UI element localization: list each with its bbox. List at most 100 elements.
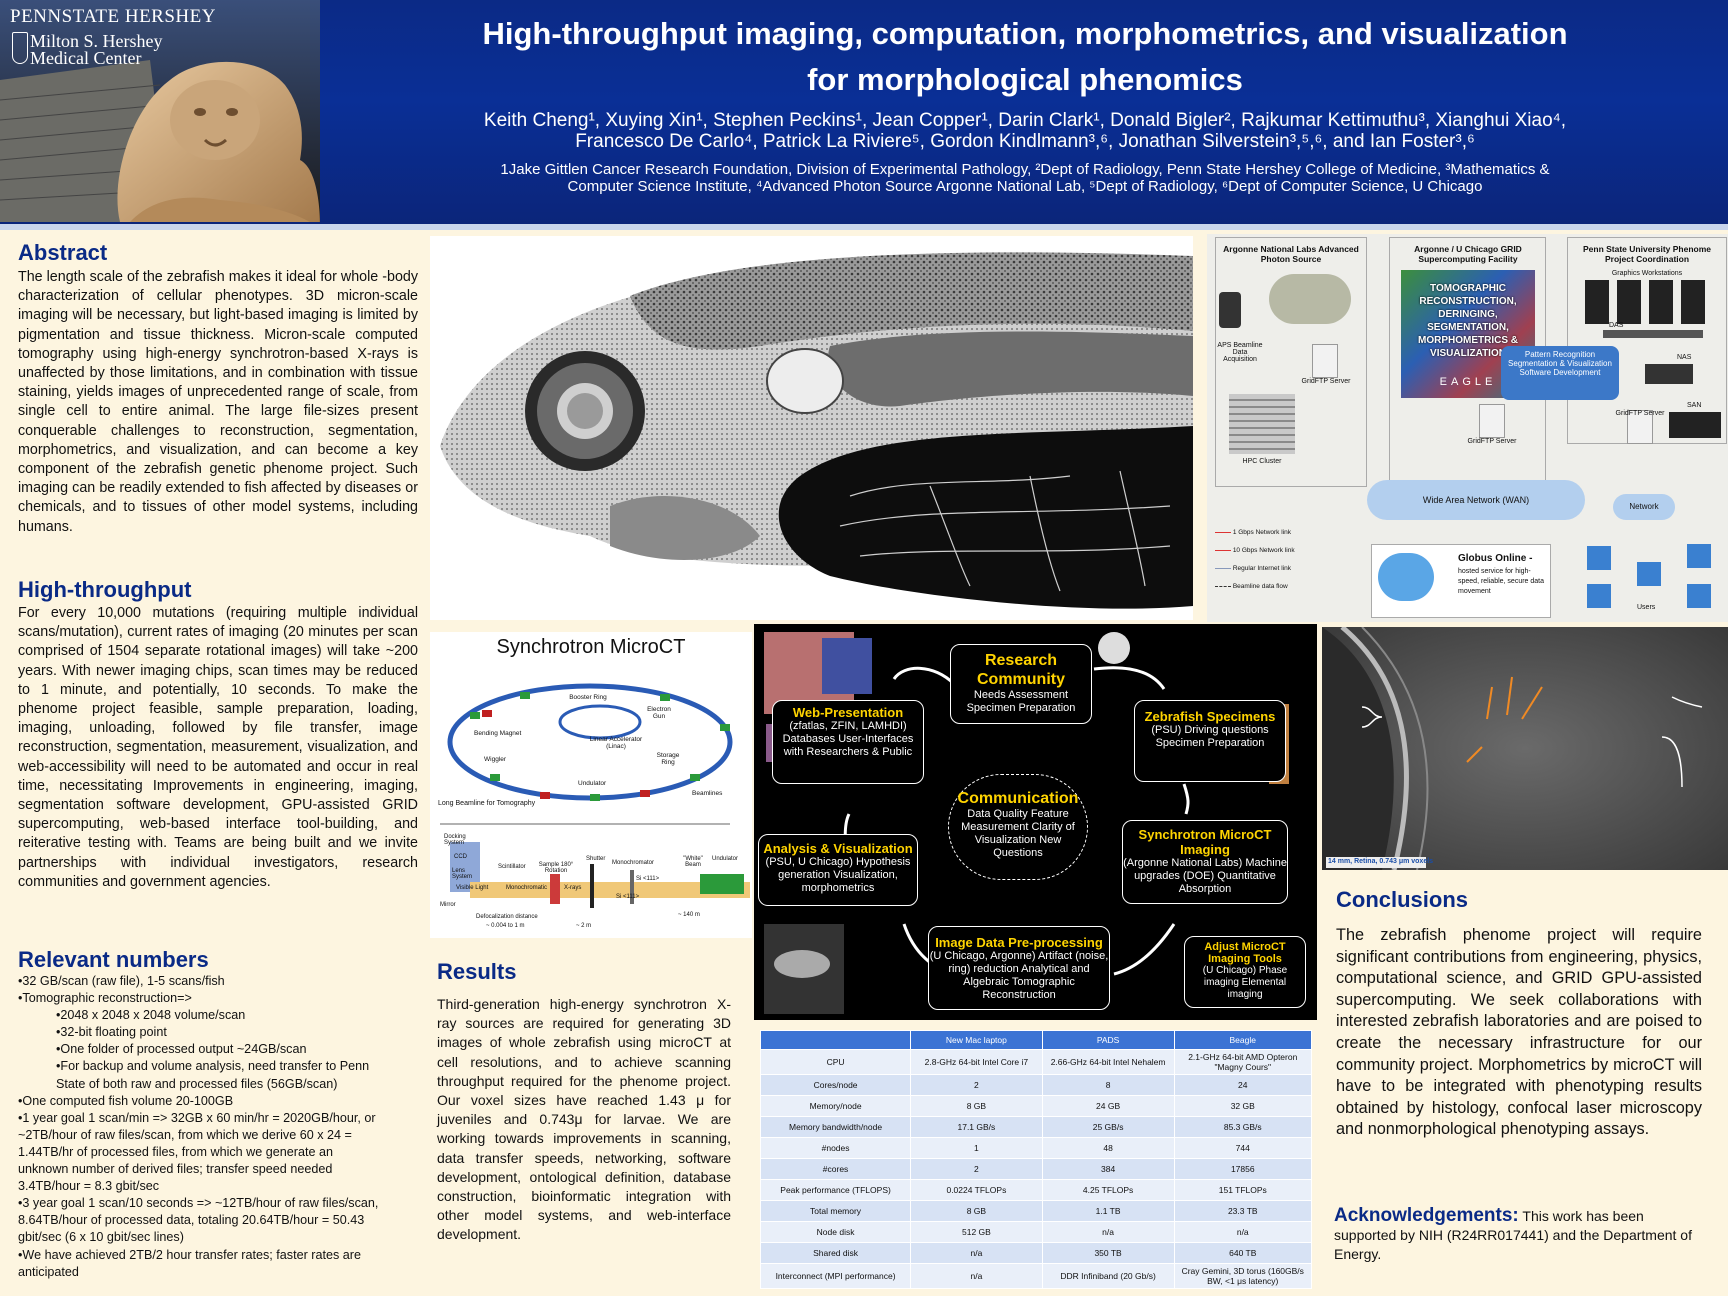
hpc-label: HPC Cluster (1242, 458, 1282, 465)
globus-title: Globus Online - (1458, 553, 1533, 564)
table-cell: Memory/node (759, 1095, 912, 1117)
table-cell: 23.3 TB (1173, 1200, 1313, 1222)
affiliations-line1: 1Jake Gittlen Cancer Research Foundation… (500, 161, 1550, 178)
tomographic-label: TOMOGRAPHIC RECONSTRUCTION, DERINGING, S… (1418, 283, 1518, 359)
authors-line2: Francesco De Carlo⁴, Patrick La Riviere⁵… (575, 131, 1475, 152)
si111-label-2: Si <111> (616, 894, 640, 900)
list-item: •32-bit floating point (56, 1025, 167, 1040)
legend-10gbps: 10 Gbps Network link (1215, 542, 1295, 560)
table-row: Memory/node 8 GB 24 GB 32 GB (759, 1095, 1313, 1117)
table-cell: 350 TB (1041, 1242, 1175, 1264)
table-cell: 744 (1173, 1137, 1313, 1159)
storage-ring-label: Storage Ring (656, 752, 680, 766)
list-item: •1 year goal 1 scan/min => 32GB x 60 min… (18, 1110, 376, 1125)
retina-drawing (1322, 627, 1728, 870)
users-label: Users (1637, 604, 1656, 611)
bending-magnet-label: Bending Magnet (474, 730, 522, 737)
long-beamline-label: Long Beamline for Tomography (438, 800, 536, 807)
table-cell: 8 GB (910, 1200, 1043, 1222)
conclusions-heading: Conclusions (1336, 887, 1469, 912)
synchrotron-ring-drawing (440, 683, 750, 908)
table-cell: 2.66-GHz 64-bit Intel Nehalem (1041, 1049, 1175, 1075)
list-item: •One computed fish volume 20-100GB (18, 1093, 234, 1108)
acknowledgements-text: This work has been supported by NIH (R24… (1334, 1208, 1692, 1262)
das-label: DAS (1609, 322, 1624, 329)
table-cell: 512 GB (910, 1221, 1043, 1243)
table-cell: 1.1 TB (1041, 1200, 1175, 1222)
eagle-label: EAGLE (1439, 376, 1497, 388)
nas-icon (1645, 364, 1693, 384)
white-beam-label: "White" Beam (683, 856, 703, 868)
relevant-numbers-list: •32 GB/scan (raw file), 1-5 scans/fish •… (18, 973, 428, 1281)
table-cell: 1 (910, 1137, 1043, 1159)
user-icon (1587, 584, 1611, 608)
header-divider (0, 224, 1728, 230)
authors-line1: Keith Cheng¹, Xuying Xin¹, Stephen Pecki… (483, 110, 1567, 131)
web-presentation-box: Web-Presentation (zfatlas, ZFIN, LAMHDI)… (772, 700, 924, 784)
globus-text: hosted service for high-speed, reliable,… (1458, 568, 1544, 595)
list-item: •2048 x 2048 x 2048 volume/scan (56, 1008, 246, 1023)
table-cell: 85.3 GB/s (1173, 1116, 1313, 1138)
table-cell: Peak performance (TFLOPS) (759, 1179, 912, 1201)
undulator-label: Undulator (578, 780, 607, 787)
legend-1gbps: 1 Gbps Network link (1215, 524, 1295, 542)
table-cell: #cores (759, 1158, 912, 1180)
table-cell: 8 GB (910, 1095, 1043, 1117)
legend-internet: Regular Internet link (1215, 560, 1295, 578)
abstract-text: The length scale of the zebrafish makes … (18, 269, 418, 535)
web-presentation-title: Web-Presentation (792, 705, 904, 720)
acknowledgements: Acknowledgements: This work has been sup… (1334, 1206, 1704, 1264)
table-cell: 384 (1041, 1158, 1175, 1180)
table-cell: CPU (759, 1049, 912, 1075)
list-item: gbit/sec (6 x 10 gbit/sec lines) (18, 1230, 184, 1245)
shutter-label: Shutter (586, 856, 606, 862)
beamline-photo (1219, 292, 1241, 328)
adjust-microct-text: (U Chicago) Phase imaging Elemental imag… (1202, 965, 1288, 1000)
list-item: 3.4TB/hour = 8.3 gbit/sec (18, 1179, 160, 1194)
gridftp-label-1: GridFTP Server (1301, 378, 1351, 385)
table-cell: 24 GB (1041, 1095, 1175, 1117)
network-legend: 1 Gbps Network link 10 Gbps Network link… (1215, 524, 1295, 596)
electron-gun-label: Electron Gun (647, 706, 671, 720)
distance-2m-label: ~ 2 m (576, 923, 592, 929)
zebrafish-specimens-title: Zebrafish Specimens (1144, 709, 1276, 724)
logo-pennstate-hershey: PENNSTATE HERSHEY (10, 6, 216, 27)
adjust-microct-title: Adjust MicroCT Imaging Tools (1204, 941, 1286, 965)
table-cell: Shared disk (759, 1242, 912, 1264)
aps-ring-photo (1269, 274, 1351, 324)
table-row: #cores 2 384 17856 (759, 1158, 1313, 1180)
wiggler-label: Wiggler (484, 756, 507, 763)
table-header-row: New Mac laptop PADS Beagle (759, 1030, 1313, 1050)
table-cell: 640 TB (1173, 1242, 1313, 1264)
adjust-microct-box: Adjust MicroCT Imaging Tools (U Chicago)… (1184, 936, 1306, 1008)
table-row: Cores/node 2 8 24 (759, 1074, 1313, 1096)
synchrotron-imaging-text: (Argonne National Labs) Machine upgrades… (1123, 857, 1287, 895)
high-throughput-heading: High-throughput (18, 577, 192, 602)
si111-label-1: Si <111> (636, 876, 660, 882)
ccd-label: CCD (454, 854, 467, 860)
san-label: SAN (1687, 402, 1702, 409)
high-throughput-text: For every 10,000 mutations (requiring mu… (18, 605, 418, 890)
table-row: Peak performance (TFLOPS) 0.0224 TFLOPs 4.… (759, 1179, 1313, 1201)
gridftp-server-1 (1312, 344, 1338, 378)
synchrotron-microct-diagram: Synchrotron MicroCT Booster Ring Electro… (430, 632, 752, 938)
table-cell: Node disk (759, 1221, 912, 1243)
defocalization-label: Defocalization distance (476, 914, 538, 920)
mirror-label: Mirror (440, 902, 456, 908)
lens-label: Lens System (452, 868, 473, 880)
table-cell: 8 (1041, 1074, 1175, 1096)
gridftp-server-3 (1627, 410, 1653, 444)
preprocessing-text: (U Chicago, Argonne) Artifact (noise, ri… (929, 950, 1109, 1001)
table-cell: 48 (1041, 1137, 1175, 1159)
spec-table-container: New Mac laptop PADS Beagle CPU 2.8-GHz 64… (759, 1030, 1313, 1289)
zebrafish-specimens-box: Zebrafish Specimens (PSU) Driving questi… (1134, 700, 1286, 782)
authors: Keith Cheng¹, Xuying Xin¹, Stephen Pecki… (330, 110, 1720, 152)
sample-rotation-label: Sample 180° Rotation (538, 862, 574, 874)
list-item: •We have achieved 2TB/2 hour transfer ra… (18, 1247, 361, 1262)
table-cell: 0.0224 TFLOPs (910, 1179, 1043, 1201)
table-cell: n/a (910, 1242, 1043, 1264)
table-cell: 32 GB (1173, 1095, 1313, 1117)
monochromatic-label: Monochromatic (506, 885, 548, 891)
defocalization-range-label: ~ 0.004 to 1 m (486, 923, 525, 929)
table-cell: Interconnect (MPI performance) (759, 1263, 912, 1289)
